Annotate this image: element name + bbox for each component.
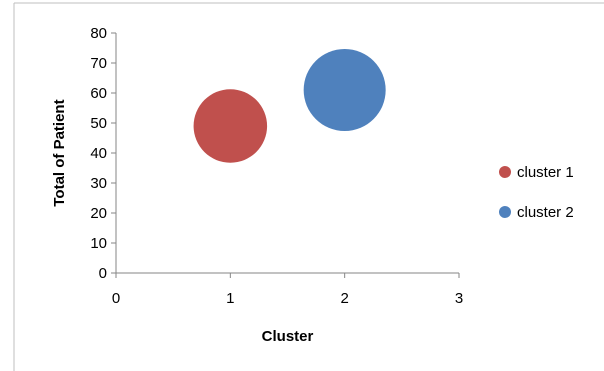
legend-label: cluster 2	[517, 204, 574, 221]
y-tick-label: 10	[90, 235, 107, 252]
x-tick-label: 3	[455, 290, 463, 307]
y-tick-label: 80	[90, 25, 107, 42]
y-tick-label: 40	[90, 145, 107, 162]
y-tick-label: 70	[90, 55, 107, 72]
axes	[115, 33, 459, 274]
x-tick-label: 0	[112, 290, 120, 307]
x-axis-ticks: 0 1 2 3	[112, 273, 463, 307]
x-axis-title: Cluster	[262, 328, 314, 345]
y-axis-title: Total of Patient	[51, 99, 68, 206]
bubbles	[193, 49, 386, 163]
legend-marker	[499, 166, 511, 178]
legend-marker	[499, 206, 511, 218]
y-axis-ticks: 0 10 20 30 40 50 60 70 80	[90, 25, 116, 282]
x-tick-label: 1	[226, 290, 234, 307]
y-tick-label: 60	[90, 85, 107, 102]
bubble	[193, 89, 268, 163]
legend: cluster 1 cluster 2	[499, 164, 574, 221]
y-tick-label: 0	[99, 265, 107, 282]
x-tick-label: 2	[340, 290, 348, 307]
bubble	[303, 49, 386, 131]
y-tick-label: 20	[90, 205, 107, 222]
legend-label: cluster 1	[517, 164, 574, 181]
frame-border	[13, 2, 604, 371]
y-tick-label: 30	[90, 175, 107, 192]
y-tick-label: 50	[90, 115, 107, 132]
